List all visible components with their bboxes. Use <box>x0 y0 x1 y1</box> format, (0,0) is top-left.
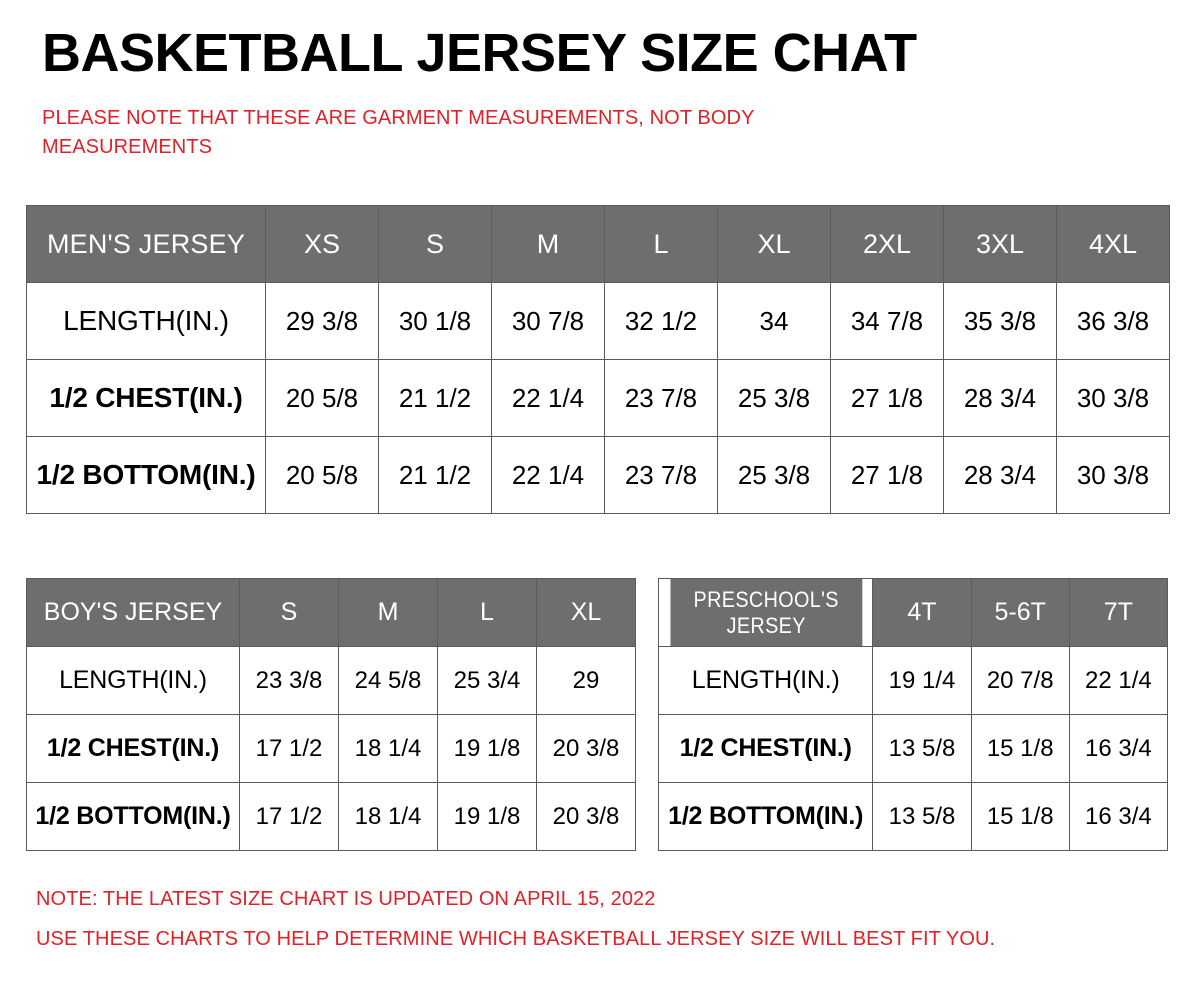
cell-value: 20 3/8 <box>536 714 636 783</box>
cell-value: 15 1/8 <box>970 714 1070 783</box>
cell-value: 25 3/8 <box>717 436 831 514</box>
cell-value: 20 5/8 <box>265 359 379 437</box>
measurement-label-length: LENGTH(IN.) <box>26 646 240 715</box>
cell-value: 17 1/2 <box>239 782 339 851</box>
measurement-label-length: LENGTH(IN.) <box>657 646 874 715</box>
garment-measurement-disclaimer: PLEASE NOTE THAT THESE ARE GARMENT MEASU… <box>42 107 755 158</box>
mens-jersey-size-table: MEN'S JERSEY XS S M L XL 2XL 3XL 4XL LEN… <box>26 205 1170 514</box>
cell-value: 23 7/8 <box>604 436 718 514</box>
size-header-l: L <box>604 205 718 283</box>
table-row: 1/2 BOTTOM(IN.) 20 5/8 21 1/2 22 1/4 23 … <box>26 436 1170 514</box>
cell-value: 29 <box>536 646 636 715</box>
measurement-label-half-chest: 1/2 CHEST(IN.) <box>26 359 266 437</box>
measurement-label-half-chest: 1/2 CHEST(IN.) <box>657 714 874 783</box>
measurement-label-half-bottom: 1/2 BOTTOM(IN.) <box>26 436 266 514</box>
cell-value: 30 3/8 <box>1056 359 1170 437</box>
cell-value: 19 1/8 <box>437 782 537 851</box>
boys-jersey-size-table: BOY'S JERSEY S M L XL LENGTH(IN.) 23 3/8… <box>26 578 636 851</box>
size-header-s: S <box>239 578 339 647</box>
mens-table-title: MEN'S JERSEY <box>26 205 266 283</box>
table-row: 1/2 CHEST(IN.) 13 5/8 15 1/8 16 3/4 <box>657 714 1169 783</box>
cell-value: 27 1/8 <box>830 436 944 514</box>
cell-value: 30 1/8 <box>378 282 492 360</box>
size-header-l: L <box>437 578 537 647</box>
size-header-m: M <box>338 578 438 647</box>
table-row: 1/2 CHEST(IN.) 20 5/8 21 1/2 22 1/4 23 7… <box>26 359 1170 437</box>
cell-value: 30 3/8 <box>1056 436 1170 514</box>
table-row: LENGTH(IN.) 29 3/8 30 1/8 30 7/8 32 1/2 … <box>26 282 1170 360</box>
cell-value: 29 3/8 <box>265 282 379 360</box>
size-header-3xl: 3XL <box>943 205 1057 283</box>
table-row: 1/2 BOTTOM(IN.) 17 1/2 18 1/4 19 1/8 20 … <box>26 782 636 851</box>
size-header-2xl: 2XL <box>830 205 944 283</box>
table-row: 1/2 BOTTOM(IN.) 13 5/8 15 1/8 16 3/4 <box>657 782 1169 851</box>
size-header-xl: XL <box>536 578 636 647</box>
cell-value: 23 3/8 <box>239 646 339 715</box>
measurement-label-half-bottom: 1/2 BOTTOM(IN.) <box>26 782 240 851</box>
cell-value: 22 1/4 <box>1068 646 1169 715</box>
cell-value: 27 1/8 <box>830 359 944 437</box>
note-usage-instruction: USE THESE CHARTS TO HELP DETERMINE WHICH… <box>36 928 996 950</box>
size-header-5-6t: 5-6T <box>970 578 1070 647</box>
cell-value: 19 1/8 <box>437 714 537 783</box>
cell-value: 25 3/4 <box>437 646 537 715</box>
cell-value: 16 3/4 <box>1068 782 1169 851</box>
cell-value: 34 <box>717 282 831 360</box>
cell-value: 13 5/8 <box>872 782 972 851</box>
size-header-7t: 7T <box>1068 578 1169 647</box>
cell-value: 21 1/2 <box>378 359 492 437</box>
size-header-s: S <box>378 205 492 283</box>
size-header-4xl: 4XL <box>1056 205 1170 283</box>
size-header-4t: 4T <box>872 578 972 647</box>
cell-value: 18 1/4 <box>338 782 438 851</box>
preschool-jersey-size-table: PRESCHOOL'S JERSEY 4T 5-6T 7T LENGTH(IN.… <box>657 578 1169 851</box>
size-header-m: M <box>491 205 605 283</box>
cell-value: 30 7/8 <box>491 282 605 360</box>
cell-value: 20 3/8 <box>536 782 636 851</box>
measurement-label-length: LENGTH(IN.) <box>26 282 266 360</box>
size-header-xs: XS <box>265 205 379 283</box>
size-header-xl: XL <box>717 205 831 283</box>
cell-value: 28 3/4 <box>943 436 1057 514</box>
cell-value: 21 1/2 <box>378 436 492 514</box>
table-header-row: MEN'S JERSEY XS S M L XL 2XL 3XL 4XL <box>26 205 1170 283</box>
cell-value: 24 5/8 <box>338 646 438 715</box>
cell-value: 32 1/2 <box>604 282 718 360</box>
measurement-label-half-bottom: 1/2 BOTTOM(IN.) <box>657 782 874 851</box>
cell-value: 22 1/4 <box>491 359 605 437</box>
boys-table-title: BOY'S JERSEY <box>26 578 240 647</box>
cell-value: 19 1/4 <box>872 646 972 715</box>
table-row: LENGTH(IN.) 23 3/8 24 5/8 25 3/4 29 <box>26 646 636 715</box>
cell-value: 15 1/8 <box>970 782 1070 851</box>
cell-value: 13 5/8 <box>872 714 972 783</box>
measurement-label-half-chest: 1/2 CHEST(IN.) <box>26 714 240 783</box>
cell-value: 22 1/4 <box>491 436 605 514</box>
preschool-table-title: PRESCHOOL'S JERSEY <box>668 578 863 647</box>
cell-value: 16 3/4 <box>1068 714 1169 783</box>
table-row: 1/2 CHEST(IN.) 17 1/2 18 1/4 19 1/8 20 3… <box>26 714 636 783</box>
table-row: LENGTH(IN.) 19 1/4 20 7/8 22 1/4 <box>657 646 1169 715</box>
cell-value: 25 3/8 <box>717 359 831 437</box>
cell-value: 23 7/8 <box>604 359 718 437</box>
cell-value: 34 7/8 <box>830 282 944 360</box>
cell-value: 17 1/2 <box>239 714 339 783</box>
table-header-row: PRESCHOOL'S JERSEY 4T 5-6T 7T <box>659 578 1169 647</box>
cell-value: 35 3/8 <box>943 282 1057 360</box>
table-header-row: BOY'S JERSEY S M L XL <box>26 578 636 647</box>
cell-value: 18 1/4 <box>338 714 438 783</box>
cell-value: 36 3/8 <box>1056 282 1170 360</box>
cell-value: 20 7/8 <box>970 646 1070 715</box>
cell-value: 28 3/4 <box>943 359 1057 437</box>
note-last-updated: NOTE: THE LATEST SIZE CHART IS UPDATED O… <box>36 888 656 910</box>
page-title: BASKETBALL JERSEY SIZE CHAT <box>42 23 917 83</box>
cell-value: 20 5/8 <box>265 436 379 514</box>
